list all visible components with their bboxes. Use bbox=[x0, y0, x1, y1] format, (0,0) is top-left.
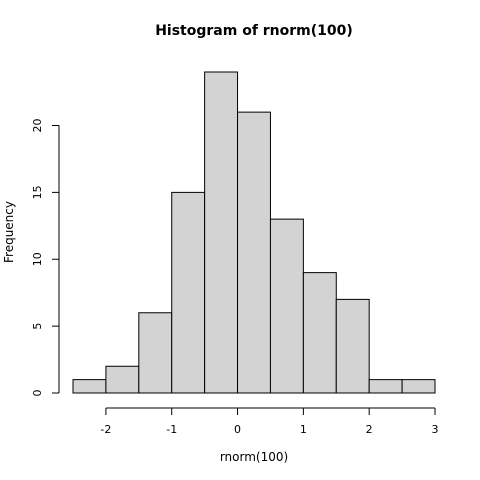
y-axis: 0 5 10 15 20 bbox=[31, 119, 60, 397]
x-tick-label: 2 bbox=[366, 423, 373, 436]
x-axis: -2 -1 0 1 2 3 bbox=[100, 407, 439, 436]
chart-title: Histogram of rnorm(100) bbox=[155, 23, 353, 39]
x-tick-label: -1 bbox=[166, 423, 177, 436]
histogram-bar bbox=[171, 191, 206, 394]
y-tick-label: 15 bbox=[31, 185, 44, 199]
histogram-bar bbox=[269, 218, 304, 394]
histogram-bar bbox=[72, 379, 107, 394]
histogram-bars bbox=[72, 71, 436, 394]
x-axis-label: rnorm(100) bbox=[220, 450, 288, 464]
histogram-bar bbox=[335, 298, 370, 394]
histogram-bar bbox=[204, 71, 239, 394]
histogram-bar bbox=[302, 272, 337, 394]
y-tick-label: 5 bbox=[31, 323, 44, 330]
histogram-bar bbox=[138, 312, 173, 394]
x-tick-label: 1 bbox=[300, 423, 307, 436]
x-tick-label: 3 bbox=[432, 423, 439, 436]
y-tick-label: 10 bbox=[31, 252, 44, 266]
y-tick-label: 20 bbox=[31, 119, 44, 133]
x-tick-label: 0 bbox=[234, 423, 241, 436]
x-tick-label: -2 bbox=[100, 423, 111, 436]
histogram-bar bbox=[401, 379, 436, 394]
histogram-bar bbox=[105, 365, 140, 394]
histogram-bar bbox=[368, 379, 403, 394]
y-axis-label: Frequency bbox=[2, 201, 16, 263]
y-tick-label: 0 bbox=[31, 390, 44, 397]
histogram-bar bbox=[237, 111, 271, 394]
